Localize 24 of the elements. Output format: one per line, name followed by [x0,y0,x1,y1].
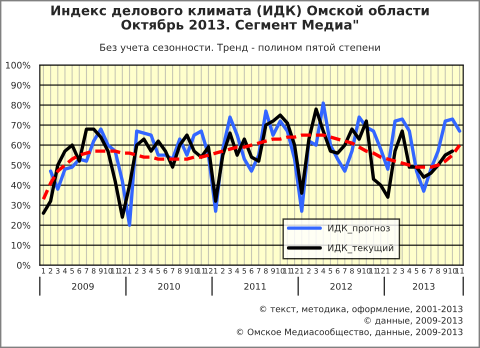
y-tick-label: 90% [11,82,30,89]
y-tick-label: 30% [11,202,30,209]
y-tick-label: 50% [11,162,30,169]
text: 2013 [412,282,434,290]
y-tick-label: 100% [6,62,30,69]
y-tick-label: 60% [11,142,30,149]
text: 2009 [72,282,94,290]
y-tick-label: 0% [17,262,30,269]
y-tick-label: 20% [11,222,30,229]
y-tick-label: 80% [11,102,30,109]
chart-title: Индекс делового климата (ИДК) Омской области Октябрь 2013. Сегмент Медиа" [51,4,429,32]
text: 2010 [158,282,180,290]
text: 2012 [330,282,352,290]
y-tick-label: 10% [12,242,30,249]
text: 2011 [244,282,266,290]
text: © данные, 2009-2013 [364,317,462,325]
legend-label: ИДК_прогноз [328,224,390,234]
line-series [42,133,462,201]
legend-label: ИДК_текущий [328,244,394,254]
text: © текст, методика, оформление, 2001-2013 [260,306,462,314]
y-tick-label: 40% [11,182,30,189]
text: © Омское Медиасообщество, данные, 2009-2013 [236,328,462,336]
chart-subtitle: Без учета сезонности. Тренд - полином пятой степени [100,44,380,53]
y-tick-label: 70% [11,122,30,129]
